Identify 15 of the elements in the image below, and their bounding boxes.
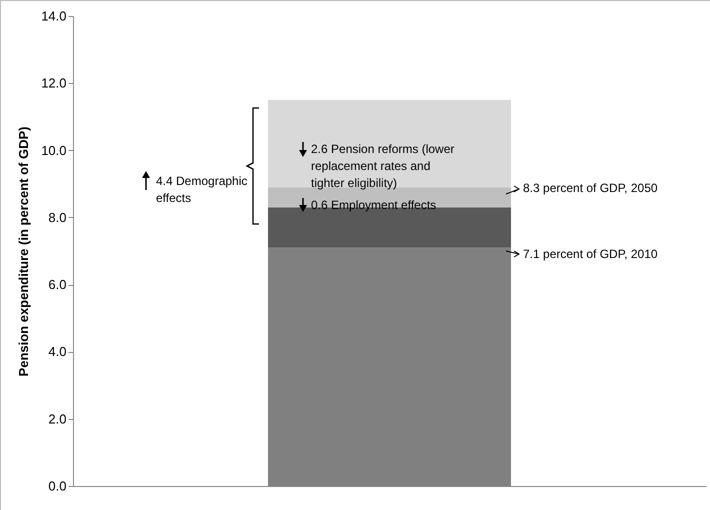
y-tick-label: 4.0	[48, 344, 66, 360]
annotation: 0.6 Employment effects	[311, 198, 436, 212]
y-tick-label: 10.0	[41, 142, 66, 158]
annotation: 7.1 percent of GDP, 2010	[523, 247, 658, 261]
y-tick-label: 12.0	[41, 76, 66, 91]
bar	[268, 100, 511, 188]
annotation: 4.4 Demographic effects	[156, 174, 248, 205]
y-tick-label: 6.0	[48, 277, 66, 292]
annotation: 2.6 Pension reforms (lower replacement rates and tighter eligibility)	[311, 142, 454, 190]
y-axis-title: Pension expenditure (in percent of GDP)	[16, 126, 32, 376]
annotation: 8.3 percent of GDP, 2050	[523, 181, 658, 195]
y-tick-label: 14.0	[41, 8, 66, 24]
y-tick-label: 8.0	[48, 210, 66, 225]
y-tick-label: 0.0	[48, 478, 66, 494]
y-tick-label: 2.0	[48, 411, 66, 426]
